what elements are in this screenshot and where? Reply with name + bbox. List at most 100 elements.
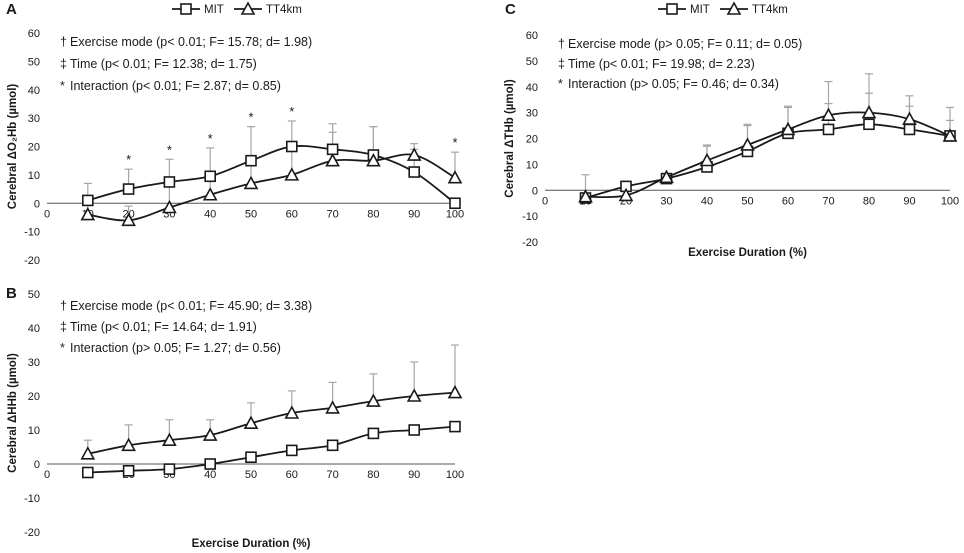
y-tick-label: 10 bbox=[28, 170, 40, 182]
data-point-tt4km bbox=[80, 206, 96, 221]
y-tick-label: 20 bbox=[28, 142, 40, 154]
x-tick-label: 70 bbox=[326, 469, 338, 481]
x-tick-label: 60 bbox=[286, 469, 298, 481]
data-point-tt4km bbox=[284, 167, 300, 181]
x-tick-label: 50 bbox=[245, 469, 257, 481]
x-axis-label: Exercise Duration (%) bbox=[192, 538, 311, 550]
data-point-tt4km bbox=[699, 152, 715, 167]
y-tick-label: 50 bbox=[28, 289, 40, 301]
legend-marker-mit bbox=[666, 3, 678, 15]
legend-label-mit: MIT bbox=[690, 4, 710, 16]
y-tick-label: 30 bbox=[28, 357, 40, 369]
annotation-symbol: ‡ bbox=[60, 57, 67, 71]
annotation-symbol: * bbox=[60, 79, 65, 93]
data-point-mit bbox=[367, 427, 380, 440]
y-tick-label: -10 bbox=[522, 211, 538, 223]
annotation-symbol: † bbox=[60, 35, 67, 49]
significance-star: * bbox=[208, 131, 213, 146]
y-tick-label: 0 bbox=[532, 185, 538, 197]
data-point-tt4km bbox=[202, 187, 218, 201]
annotation-symbol: * bbox=[558, 77, 563, 91]
data-point-mit bbox=[163, 463, 176, 475]
significance-star: * bbox=[452, 135, 457, 150]
x-tick-label: 40 bbox=[204, 469, 216, 481]
x-tick-label: 80 bbox=[863, 195, 875, 207]
y-tick-label: 0 bbox=[34, 198, 40, 210]
annotation-symbol: † bbox=[558, 37, 565, 51]
legend-label-tt4km: TT4km bbox=[752, 4, 788, 16]
data-point-tt4km bbox=[618, 187, 634, 202]
annotation-text: Interaction (p< 0.01; F= 2.87; d= 0.85) bbox=[70, 79, 281, 93]
data-point-tt4km bbox=[243, 415, 259, 430]
x-tick-label: 60 bbox=[782, 195, 794, 207]
data-point-mit bbox=[285, 140, 298, 153]
annotation-text: Interaction (p> 0.05; F= 1.27; d= 0.56) bbox=[70, 341, 281, 355]
data-point-tt4km bbox=[366, 153, 381, 167]
annotation-text: Time (p< 0.01; F= 12.38; d= 1.75) bbox=[70, 57, 257, 71]
data-point-mit bbox=[408, 424, 421, 436]
series-line-mit bbox=[87, 145, 456, 205]
x-tick-label: 30 bbox=[660, 195, 672, 207]
data-point-mit bbox=[82, 466, 94, 479]
x-tick-label: 70 bbox=[326, 208, 338, 220]
data-point-mit bbox=[449, 420, 461, 433]
y-axis-label: Cerebral ΔHHb (µmol) bbox=[7, 353, 19, 473]
data-point-tt4km bbox=[284, 405, 300, 419]
y-tick-label: 30 bbox=[28, 113, 40, 125]
x-tick-label: 0 bbox=[44, 208, 50, 220]
x-tick-label: 60 bbox=[286, 208, 298, 220]
y-tick-label: -10 bbox=[24, 227, 40, 239]
data-point-mit bbox=[449, 197, 461, 210]
data-point-tt4km bbox=[325, 400, 340, 414]
data-point-tt4km bbox=[780, 121, 796, 136]
significance-star: * bbox=[167, 142, 172, 157]
y-tick-label: 40 bbox=[28, 323, 40, 335]
x-tick-label: 40 bbox=[701, 195, 713, 207]
y-tick-label: -10 bbox=[24, 493, 40, 505]
legend-label-mit: MIT bbox=[204, 4, 224, 16]
data-point-mit bbox=[163, 176, 176, 188]
annotation-text: Interaction (p> 0.05; F= 0.46; d= 0.34) bbox=[568, 77, 779, 91]
y-tick-label: 40 bbox=[28, 85, 40, 97]
x-tick-label: 100 bbox=[941, 195, 959, 207]
annotation-symbol: ‡ bbox=[60, 320, 67, 334]
data-point-mit bbox=[245, 154, 257, 167]
significance-star: * bbox=[248, 110, 253, 125]
legend-marker-mit bbox=[180, 3, 192, 15]
data-point-tt4km bbox=[447, 384, 463, 399]
significance-star: * bbox=[126, 152, 131, 167]
x-tick-label: 40 bbox=[204, 208, 216, 220]
data-point-tt4km bbox=[366, 393, 381, 407]
legend: MIT TT4km bbox=[658, 1, 788, 16]
data-point-tt4km bbox=[942, 128, 958, 142]
x-tick-label: 50 bbox=[245, 208, 257, 220]
series-line-mit bbox=[87, 425, 456, 474]
legend-label-tt4km: TT4km bbox=[266, 4, 302, 16]
panel-a: A-20-10010203040506001020304050607080901… bbox=[6, 1, 464, 267]
data-point-mit bbox=[863, 118, 875, 131]
data-point-tt4km bbox=[740, 137, 755, 151]
data-point-tt4km bbox=[121, 212, 136, 227]
data-point-tt4km bbox=[202, 427, 218, 441]
y-tick-label: 50 bbox=[28, 56, 40, 68]
data-point-tt4km bbox=[659, 169, 674, 184]
data-point-tt4km bbox=[121, 437, 136, 452]
data-point-mit bbox=[204, 170, 216, 183]
data-point-mit bbox=[408, 166, 421, 178]
annotation-symbol: ‡ bbox=[558, 57, 565, 71]
x-tick-label: 0 bbox=[542, 195, 548, 207]
y-tick-label: -20 bbox=[24, 527, 40, 539]
annotation-text: Time (p< 0.01; F= 19.98; d= 2.23) bbox=[568, 57, 755, 71]
y-tick-label: 60 bbox=[28, 28, 40, 40]
y-tick-label: 20 bbox=[526, 134, 538, 146]
series-line-tt4km bbox=[87, 153, 456, 222]
data-point-mit bbox=[245, 451, 257, 464]
data-point-tt4km bbox=[578, 189, 593, 203]
legend-marker-tt4km bbox=[240, 1, 256, 15]
significance-star: * bbox=[289, 104, 294, 119]
data-point-tt4km bbox=[162, 199, 177, 214]
y-tick-label: 60 bbox=[526, 30, 538, 42]
annotation-symbol: † bbox=[60, 299, 67, 313]
panel-letter: C bbox=[505, 1, 516, 18]
